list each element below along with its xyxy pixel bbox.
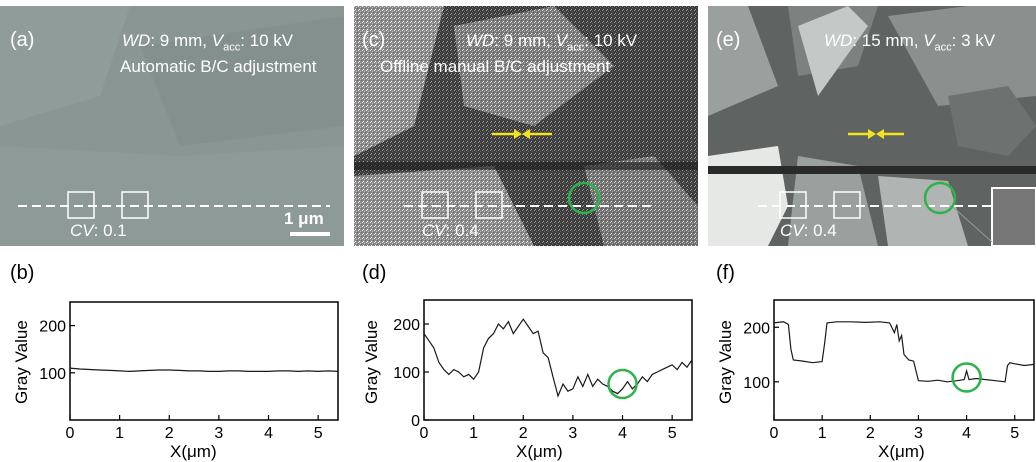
plot-d-canvas: 0 1 2 3 4 5 0 100 200 [393, 299, 693, 442]
panel-a-scale-bar-label: 1 μm [284, 209, 324, 228]
plot-f-xtick-label: 5 [1010, 425, 1019, 442]
plot-b-xlabel: X(μm) [170, 442, 217, 461]
plot-d-xtick-label: 1 [469, 425, 478, 442]
plot-b-ytick-label: 100 [39, 366, 66, 383]
micrograph-panel-a: (a) WD: 9 mm, Vacc: 10 kV Automatic B/C … [0, 6, 344, 246]
plot-f-xtick-label: 2 [866, 425, 875, 442]
plot-b-xtick-label: 3 [214, 425, 223, 442]
panel-c-letter: (c) [362, 29, 386, 51]
plot-d-xtick-label: 2 [519, 425, 528, 442]
plot-b-xtick-label: 5 [314, 425, 323, 442]
plot-d-letter: (d) [362, 262, 387, 284]
micrograph-a-image [0, 6, 344, 246]
plot-d-xtick-label: 0 [420, 425, 429, 442]
plot-d-xtick-label: 3 [568, 425, 577, 442]
plot-d-series-line [423, 318, 693, 398]
panel-a-cv: CV: 0.1 [70, 221, 127, 240]
plot-b-letter: (b) [10, 262, 35, 284]
plot-f-highlight-circle [951, 362, 982, 393]
plot-f-xlabel: X(μm) [878, 442, 925, 461]
plot-f-frame [773, 299, 1035, 421]
plot-f-xtick-label: 0 [770, 425, 779, 442]
plot-b-xtick-label: 2 [165, 425, 174, 442]
panel-e-conditions: WD: 15 mm, Vacc: 3 kV [824, 31, 996, 54]
plot-d-highlight-circle [607, 368, 638, 400]
micrograph-panel-c: (c) WD: 9 mm, Vacc: 10 kV Offline manual… [354, 6, 698, 246]
plot-f-xtick-label: 4 [962, 425, 971, 442]
plot-b-ytick-label: 200 [39, 319, 66, 336]
micrograph-e-image [708, 6, 1036, 246]
plot-d-ytick-label: 0 [411, 413, 420, 430]
plot-d: (d) Gray Value X(μm) 0 1 2 3 4 5 0 100 200 [354, 258, 698, 461]
plot-b-frame [69, 301, 339, 421]
plot-b-series-line [69, 367, 339, 373]
plot-f-series-line [773, 321, 1035, 383]
plot-d-xtick-label: 4 [618, 425, 627, 442]
plot-d-xlabel: X(μm) [516, 442, 563, 461]
plot-f-ytick-label: 200 [743, 320, 770, 337]
plot-b-xtick-label: 0 [66, 425, 75, 442]
plot-f: (f) Gray Value X(μm) 0 1 2 3 4 5 100 200 [708, 258, 1036, 461]
plot-f-canvas: 0 1 2 3 4 5 100 200 [743, 299, 1035, 442]
plot-d-frame [423, 299, 693, 421]
plot-d-ytick-label: 100 [393, 365, 420, 382]
panel-e-letter: (e) [716, 29, 741, 51]
micrograph-c-image [354, 6, 698, 246]
panel-c-conditions: WD: 9 mm, Vacc: 10 kV [466, 31, 638, 54]
plot-f-ytick-label: 100 [743, 375, 770, 392]
panel-c-cv: CV: 0.4 [422, 221, 479, 240]
plot-b: (b) Gray Value X(μm) 0 1 2 3 4 5 100 200 [0, 258, 344, 461]
panel-c-subtitle: Offline manual B/C adjustment [380, 57, 611, 76]
plot-f-xtick-label: 3 [914, 425, 923, 442]
panel-e-cv: CV: 0.4 [780, 221, 837, 240]
micrograph-panel-e: (e) WD: 15 mm, Vacc: 3 kV CV: 0.4 [708, 6, 1036, 246]
plot-d-ytick-label: 200 [393, 317, 420, 334]
panel-a-subtitle: Automatic B/C adjustment [120, 57, 317, 76]
plot-f-xtick-label: 1 [818, 425, 827, 442]
plot-b-canvas: 0 1 2 3 4 5 100 200 [39, 301, 339, 442]
plot-f-letter: (f) [716, 262, 735, 284]
plot-b-xtick-label: 1 [115, 425, 124, 442]
panel-a-conditions: WD: 9 mm, Vacc: 10 kV [122, 31, 294, 54]
plot-d-xtick-label: 5 [668, 425, 677, 442]
panel-a-letter: (a) [10, 29, 35, 51]
plot-b-xtick-label: 4 [264, 425, 273, 442]
